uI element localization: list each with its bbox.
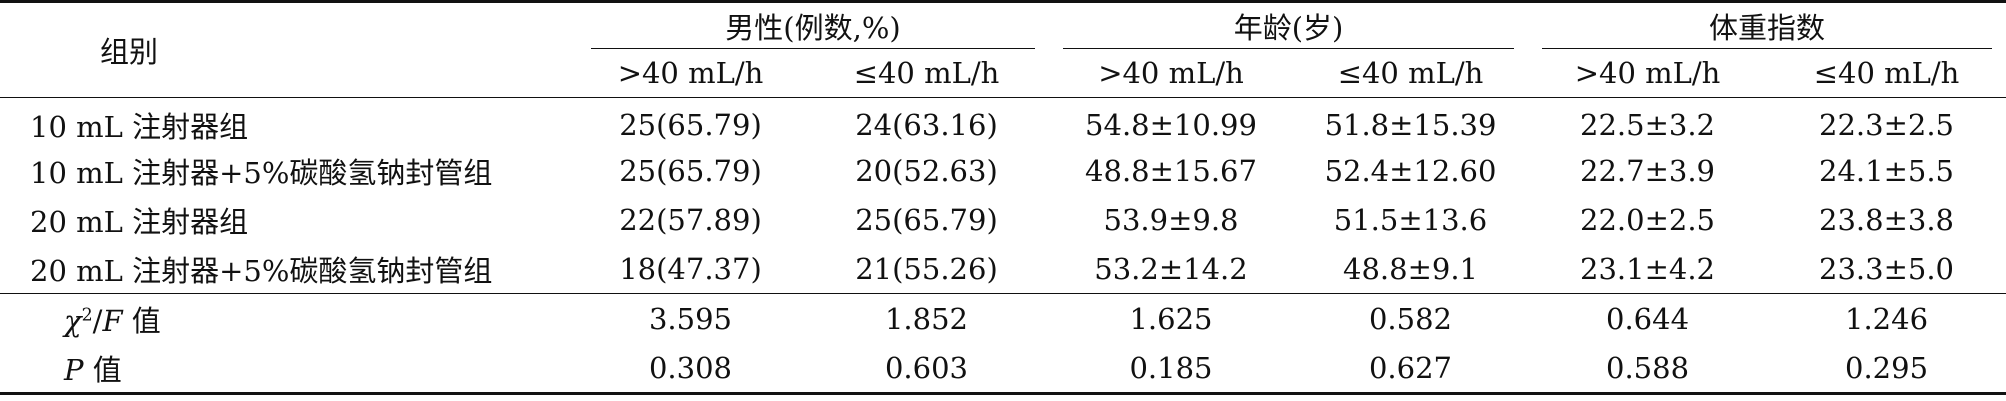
table-cell: 25(65.79): [619, 108, 762, 143]
male-group-title: 男性(例数,%): [725, 11, 901, 45]
table-cell: 3.595: [577, 293, 804, 343]
table-cell: 53.9±9.8: [1103, 203, 1239, 237]
stat-label-p: P 值: [0, 343, 577, 395]
stat-row-chi-f: χ2/F 值 3.595 1.852 1.625 0.582 0.644 1.2…: [0, 293, 2006, 343]
table-cell: 48.8±15.67: [1085, 154, 1257, 188]
table-cell: 53.2±14.2: [1094, 251, 1248, 286]
male-group-header: 男性(例数,%): [577, 0, 1049, 49]
male-le40-header: ≤40 mL/h: [804, 49, 1049, 98]
table-cell: 21(55.26): [855, 251, 998, 286]
table-cell: 25(65.79): [619, 154, 762, 188]
table-cell: 22(57.89): [619, 203, 762, 237]
table-cell: 0.185: [1049, 343, 1293, 395]
bmi-group-title: 体重指数: [1709, 11, 1826, 45]
age-group-header: 年龄(岁): [1049, 0, 1529, 49]
table-cell: 22.7±3.9: [1580, 154, 1716, 188]
table-cell: 0.627: [1293, 343, 1529, 395]
group-column-header: 组别: [0, 0, 577, 98]
table-cell: 22.0±2.5: [1580, 203, 1716, 237]
bmi-group-header: 体重指数: [1528, 0, 2006, 49]
stat-label-suffix: 值: [83, 352, 122, 387]
chi-superscript: 2: [81, 304, 93, 325]
table-cell: 23.3±5.0: [1819, 251, 1955, 286]
table-row: 20 mL 注射器组 22(57.89) 25(65.79) 53.9±9.8 …: [0, 196, 2006, 245]
table-row: 20 mL 注射器+5%碳酸氢钠封管组 18(47.37) 21(55.26) …: [0, 245, 2006, 294]
table-cell: 1.246: [1767, 293, 2006, 343]
table-cell: 1.625: [1049, 293, 1293, 343]
table-cell: 20(52.63): [855, 154, 998, 188]
table-cell: 51.8±15.39: [1324, 108, 1497, 143]
chi-symbol: χ: [64, 303, 82, 338]
row-label: 20 mL 注射器组: [30, 205, 249, 239]
table-cell: 0.644: [1528, 293, 1768, 343]
table-cell: 51.5±13.6: [1333, 203, 1488, 237]
table-cell: 0.295: [1767, 343, 2006, 395]
table-cell: 1.852: [804, 293, 1049, 343]
age-group-title: 年龄(岁): [1233, 11, 1344, 45]
table-cell: 52.4±12.60: [1324, 154, 1497, 188]
table-cell: 23.1±4.2: [1580, 251, 1716, 286]
chi-f-separator: /: [92, 303, 103, 338]
table-cell: 25(65.79): [855, 203, 998, 237]
table-cell: 0.603: [804, 343, 1049, 395]
stat-label-chi-f: χ2/F 值: [0, 293, 577, 343]
table-cell: 0.588: [1528, 343, 1768, 395]
table-cell: 24.1±5.5: [1819, 154, 1955, 188]
table-cell: 23.8±3.8: [1819, 203, 1955, 237]
table-cell: 22.3±2.5: [1819, 108, 1955, 143]
table-cell: 0.582: [1293, 293, 1529, 343]
row-label: 10 mL 注射器+5%碳酸氢钠封管组: [30, 156, 493, 190]
male-gt40-header: >40 mL/h: [577, 49, 804, 98]
table-cell: 48.8±9.1: [1343, 251, 1478, 286]
table-cell: 0.308: [577, 343, 804, 395]
row-label: 20 mL 注射器+5%碳酸氢钠封管组: [30, 253, 493, 288]
bmi-gt40-header: >40 mL/h: [1528, 49, 1768, 98]
table-cell: 54.8±10.99: [1085, 108, 1257, 143]
f-symbol: F: [102, 303, 123, 338]
table-row: 10 mL 注射器组 25(65.79) 24(63.16) 54.8±10.9…: [0, 98, 2006, 147]
table-row: 10 mL 注射器+5%碳酸氢钠封管组 25(65.79) 20(52.63) …: [0, 147, 2006, 196]
stat-label-suffix: 值: [122, 303, 161, 338]
table-cell: 18(47.37): [619, 251, 762, 286]
row-label: 10 mL 注射器组: [30, 110, 249, 145]
p-symbol: P: [64, 352, 84, 387]
table-cell: 24(63.16): [855, 108, 998, 143]
age-gt40-header: >40 mL/h: [1049, 49, 1293, 98]
stat-row-p: P 值 0.308 0.603 0.185 0.627 0.588 0.295: [0, 343, 2006, 395]
table-cell: 22.5±3.2: [1580, 108, 1716, 143]
bmi-le40-header: ≤40 mL/h: [1767, 49, 2006, 98]
age-le40-header: ≤40 mL/h: [1293, 49, 1529, 98]
